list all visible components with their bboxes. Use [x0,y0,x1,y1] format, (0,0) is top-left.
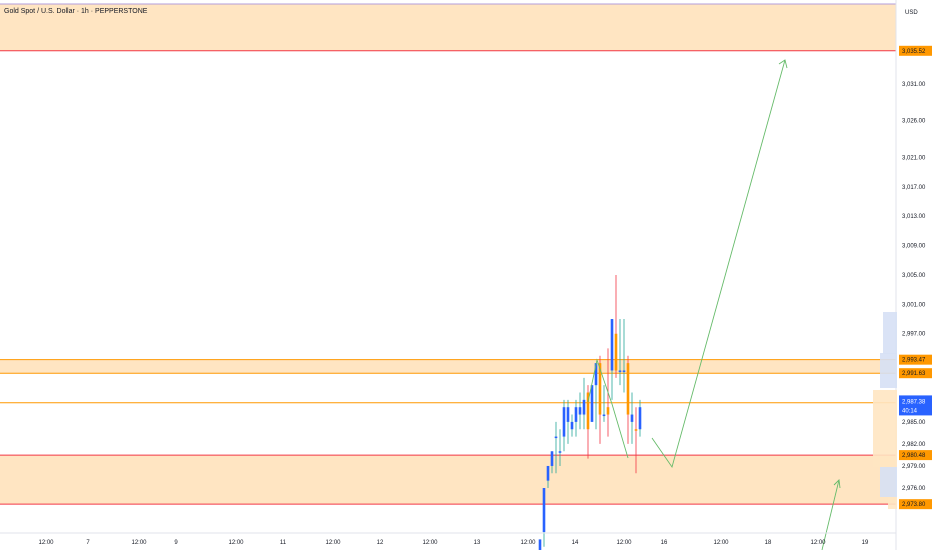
volume-profile-bar [883,312,897,354]
candle-body [574,407,578,422]
candle-body [622,370,626,372]
time-tick-label: 19 [862,540,869,546]
arrowhead-lower [833,479,841,489]
price-label-text: 2,980.48 [902,453,926,459]
time-tick-label: 14 [572,540,579,546]
candle-body [554,436,558,439]
time-tick-label: 7 [86,540,90,546]
candle-body [638,407,642,430]
candle-body [618,370,622,372]
time-tick-label: 12 [377,540,384,546]
candle-body [566,407,570,422]
price-tick-label: 2,985.00 [902,420,926,426]
candle-body [630,414,634,422]
candle-body [626,363,630,415]
candle-body [578,407,582,415]
price-label-badge [899,45,932,56]
price-tick-label: 2,997.00 [902,332,926,338]
candle-body [634,429,638,431]
price-tick-label: 3,026.00 [902,119,926,125]
candles-layer [538,274,642,550]
price-label-text: 2,991.63 [902,371,926,377]
price-label-text: 3,035.52 [902,49,926,55]
arrowhead-upper [778,59,788,69]
candle-body [562,407,566,437]
price-tick-label: 3,001.00 [902,302,926,308]
time-tick-label: 12:00 [713,540,729,546]
time-tick-label: 12:00 [228,540,244,546]
price-axis-ticks: 3,031.00 3,026.00 3,021.00 3,017.00 3,013.00… [902,82,926,492]
candle-body [550,451,554,466]
time-tick-label: 12:00 [325,540,341,546]
time-tick-label: 12:00 [422,540,438,546]
price-tick-label: 3,009.00 [902,244,926,250]
volume-profile-bar [873,425,897,467]
current-price-badge [899,395,932,416]
price-label-text: 2,993.47 [902,358,926,364]
candle-body [586,392,590,430]
volume-profile-bar [880,353,897,388]
time-tick-label: 18 [765,540,772,546]
levels-layer [0,3,896,505]
candle-body [582,399,586,415]
time-tick-label: 13 [474,540,481,546]
lower-demand-zone [0,455,896,505]
time-tick-label: 11 [280,540,287,546]
candle-body [546,465,550,481]
price-label-badge [899,450,932,461]
projection-arrow-lower [821,479,840,550]
time-tick-label: 12:00 [131,540,147,546]
currency-label: USD [905,10,918,16]
candle-body [570,421,574,430]
projections-layer [587,59,841,550]
zones-layer [0,4,896,505]
time-tick-label: 9 [174,540,178,546]
volume-profile-bar [888,497,897,509]
current-price-label: 2,987.38 [902,399,926,405]
price-tick-label: 3,017.00 [902,185,926,191]
price-tick-label: 2,979.00 [902,464,926,470]
chart-title: Gold Spot / U.S. Dollar · 1h · PEPPERSTO… [4,8,148,15]
zigzag-path [587,358,629,459]
volume-profile-bar [873,390,897,425]
candle-body [558,451,562,453]
candle-body [602,414,606,417]
candle-body [610,319,614,371]
price-tick-label: 3,021.00 [902,155,926,161]
candle-body [542,488,546,533]
price-label-badge [899,499,932,510]
mid-resistance-zone [0,359,896,374]
price-tick-label: 2,976.00 [902,486,926,492]
time-tick-label: 12:00 [520,540,536,546]
candle-body [538,539,542,550]
volume-profile [873,312,897,509]
volume-profile-bar [880,467,897,497]
countdown-label: 40:14 [902,408,918,414]
candle-body [598,363,602,415]
time-tick-label: 12:00 [38,540,54,546]
price-label-text: 2,973.80 [902,502,926,508]
price-tick-label: 3,005.00 [902,273,926,279]
price-tick-label: 2,982.00 [902,442,926,448]
price-tick-label: 3,013.00 [902,214,926,220]
candle-body [590,385,594,422]
projection-arrow-up [651,59,786,469]
time-tick-label: 12:00 [616,540,632,546]
candle-body [606,407,610,415]
price-label-badge [899,368,932,379]
time-tick-label: 16 [661,540,668,546]
candle-body [614,333,618,371]
price-tick-label: 3,031.00 [902,82,926,88]
candle-body [594,363,598,386]
price-label-badge [899,354,932,365]
price-axis-labels: 3,035.522,993.472,991.632,987.602,987.38… [899,45,932,510]
upper-supply-zone [0,4,896,51]
time-axis-ticks: 12:00 7 12:00 9 12:00 11 12:00 12 12:00 13 12:00 14… [38,540,869,546]
time-tick-label: 12:00 [810,540,826,546]
